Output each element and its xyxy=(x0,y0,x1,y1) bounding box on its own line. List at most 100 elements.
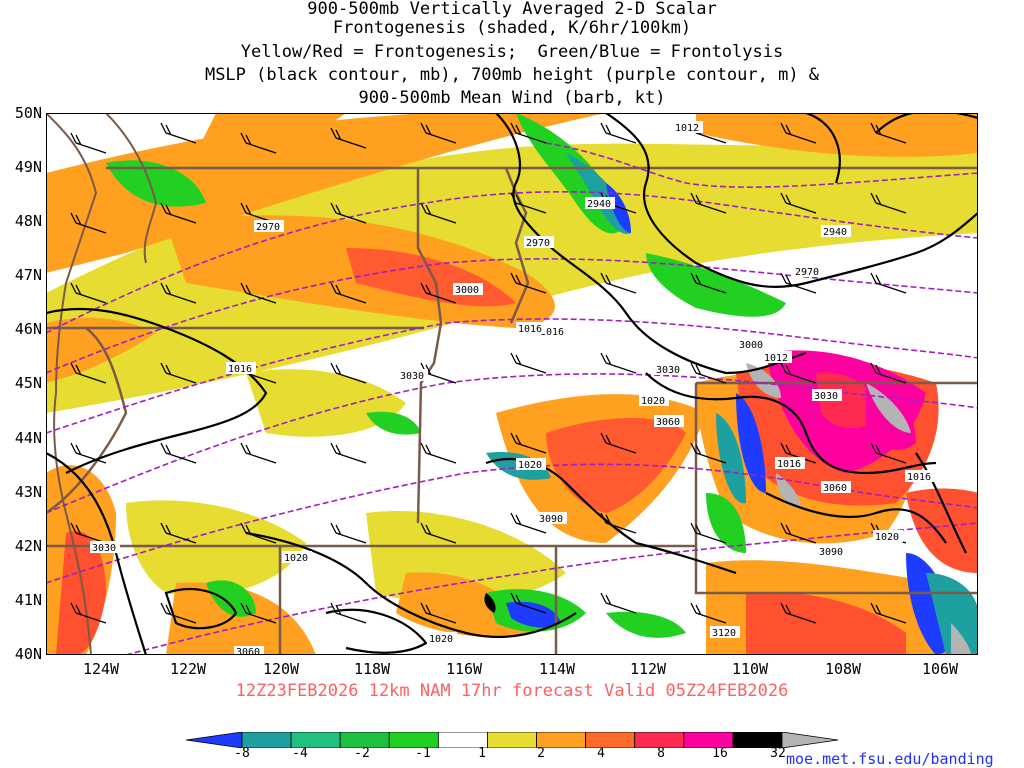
svg-text:1016: 1016 xyxy=(777,459,801,470)
valid-time-caption: 12Z23FEB2026 12km NAM 17hr forecast Vali… xyxy=(235,681,789,701)
lat-label-50n: 50N xyxy=(14,104,42,122)
svg-text:1020: 1020 xyxy=(284,553,308,564)
mslp-label: 1020 xyxy=(639,394,669,407)
mslp-label: 1016 xyxy=(226,362,256,375)
svg-text:1020: 1020 xyxy=(518,460,542,471)
lon-label-124w: 124W xyxy=(82,660,120,678)
lat-label-43n: 43N xyxy=(14,483,42,501)
lat-label-47n: 47N xyxy=(14,266,42,284)
lat-label-44n: 44N xyxy=(14,429,42,447)
svg-text:3030: 3030 xyxy=(656,365,680,376)
height-label: 2970 xyxy=(254,220,284,233)
height-label: 3030 xyxy=(398,369,428,382)
svg-text:3060: 3060 xyxy=(236,647,260,655)
lon-label-116w: 116W xyxy=(445,660,483,678)
height-label: 3060 xyxy=(821,481,851,494)
height-label: 3090 xyxy=(817,545,847,558)
svg-text:1012: 1012 xyxy=(675,123,699,134)
colorbar-cell xyxy=(487,732,537,748)
lat-label-49n: 49N xyxy=(14,158,42,176)
height-label: 3030 xyxy=(90,541,120,554)
colorbar-cell xyxy=(781,732,838,748)
coastline xyxy=(46,113,98,655)
mslp-label: 1020 xyxy=(282,551,312,564)
colorbar-label: -8 xyxy=(234,746,250,761)
title-line-5: 900-500mb Mean Wind (barb, kt) xyxy=(358,88,666,108)
svg-text:3090: 3090 xyxy=(539,514,563,525)
lat-label-48n: 48N xyxy=(14,212,42,230)
svg-text:3120: 3120 xyxy=(712,628,736,639)
svg-text:2970: 2970 xyxy=(795,267,819,278)
mslp-label: 1016 xyxy=(516,322,546,335)
lat-label-45n: 45N xyxy=(14,374,42,392)
height-label: 3000 xyxy=(737,338,767,351)
svg-text:1020: 1020 xyxy=(875,532,899,543)
svg-text:3000: 3000 xyxy=(739,340,763,351)
colorbar-cell xyxy=(388,732,439,748)
svg-text:2970: 2970 xyxy=(256,222,280,233)
colorbar-label: 16 xyxy=(712,746,728,761)
mslp-label: 1016 xyxy=(775,457,805,470)
mslp-label: 1020 xyxy=(873,530,903,543)
height-label: 3060 xyxy=(654,415,684,428)
lon-label-112w: 112W xyxy=(629,660,667,678)
colorbar-cell xyxy=(585,732,636,748)
colorbar-label: 32 xyxy=(770,746,786,761)
height-label: 3000 xyxy=(453,283,483,296)
mslp-label: 1020 xyxy=(516,458,546,471)
svg-text:3060: 3060 xyxy=(823,483,847,494)
colorbar-label: -4 xyxy=(292,746,308,761)
svg-text:1020: 1020 xyxy=(429,634,453,645)
svg-text:2970: 2970 xyxy=(526,238,550,249)
svg-text:3030: 3030 xyxy=(814,391,838,402)
height-label: 3090 xyxy=(537,512,567,525)
lon-label-110w: 110W xyxy=(731,660,769,678)
svg-text:1016: 1016 xyxy=(540,327,564,338)
svg-text:3060: 3060 xyxy=(656,417,680,428)
title-line-4: MSLP (black contour, mb), 700mb height (… xyxy=(204,65,820,85)
mslp-label: 1020 xyxy=(427,632,457,645)
height-label: 2970 xyxy=(524,236,554,249)
colorbar-label: -1 xyxy=(415,746,431,761)
title-line-3: Yellow/Red = Frontogenesis; Green/Blue =… xyxy=(240,42,784,62)
wind-barbs xyxy=(70,122,907,624)
svg-text:1016: 1016 xyxy=(228,364,252,375)
svg-text:1020: 1020 xyxy=(641,396,665,407)
map-frame xyxy=(46,113,978,655)
svg-text:1016: 1016 xyxy=(907,472,931,483)
lat-label-46n: 46N xyxy=(14,320,42,338)
height-label: 3060 xyxy=(234,646,264,655)
height-label: 2940 xyxy=(821,225,851,238)
mslp-label: 1016 xyxy=(905,470,935,483)
svg-text:2940: 2940 xyxy=(587,199,611,210)
frontogenesis-map: 2940 2940 2970 2970 2970 3000 3000 3030 … xyxy=(46,113,978,655)
height-label: 3120 xyxy=(710,626,740,639)
colorbar-label: 8 xyxy=(657,746,665,761)
lat-label-42n: 42N xyxy=(14,537,42,555)
colorbar xyxy=(186,732,838,748)
height-label: 3030 xyxy=(654,363,684,376)
height-label: 2970 xyxy=(793,265,823,278)
lon-label-106w: 106W xyxy=(921,660,959,678)
colorbar-label: -2 xyxy=(354,746,370,761)
lon-label-114w: 114W xyxy=(538,660,576,678)
svg-text:1016: 1016 xyxy=(518,324,542,335)
height-label: 3030 xyxy=(812,389,842,402)
svg-text:2940: 2940 xyxy=(823,227,847,238)
svg-text:1012: 1012 xyxy=(764,353,788,364)
site-url[interactable]: moe.met.fsu.edu/banding xyxy=(786,750,994,768)
mslp-label: 1012 xyxy=(762,351,792,364)
height-contours xyxy=(46,142,978,655)
height-label: 2940 xyxy=(585,197,615,210)
mslp-label: 1012 xyxy=(673,121,703,134)
svg-text:3000: 3000 xyxy=(455,285,479,296)
lat-label-40n: 40N xyxy=(14,645,42,663)
colorbar-label: 4 xyxy=(597,746,605,761)
svg-text:3030: 3030 xyxy=(92,543,116,554)
lon-label-120w: 120W xyxy=(262,660,300,678)
puget-sound xyxy=(105,113,158,264)
lon-label-118w: 118W xyxy=(353,660,391,678)
colorbar-label: 1 xyxy=(478,746,486,761)
title-line-2: Frontogenesis (shaded, K/6hr/100km) xyxy=(332,18,692,38)
svg-text:3090: 3090 xyxy=(819,547,843,558)
